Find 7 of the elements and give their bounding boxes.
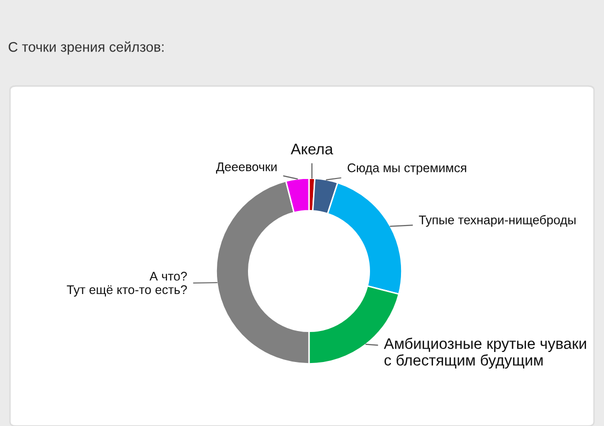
slice-label: А что? Тут ещё кто-то есть?	[66, 272, 187, 297]
slice-label: Дееевочки	[216, 162, 277, 174]
slice-label: Амбициозные крутые чуваки с блестящим будущим	[384, 338, 586, 369]
slice-label: Сюда мы стремимся	[348, 163, 466, 175]
slice-label: Тупые технари-нищеброды	[418, 215, 576, 227]
slice-label: Акела	[290, 144, 334, 154]
chart-title: С точки зрения сейлзов:	[8, 41, 164, 55]
